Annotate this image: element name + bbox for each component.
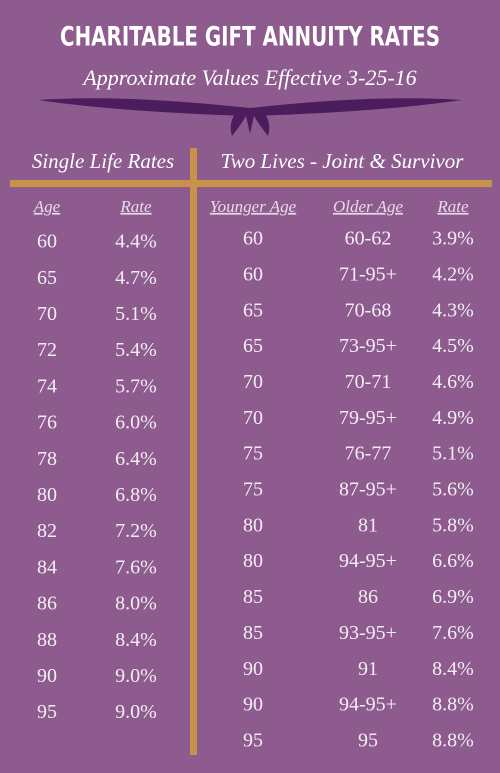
table-cell: 8.4% — [115, 629, 157, 651]
table-cell: 4.3% — [432, 299, 474, 321]
table-cell: 8.0% — [115, 593, 157, 615]
table-cell: 72 — [37, 339, 57, 361]
table-cell: 73-95+ — [339, 335, 397, 357]
section-title: Single Life Rates — [32, 149, 174, 173]
table-cell: 70 — [37, 303, 57, 325]
table-cell: 65 — [243, 299, 263, 321]
table-cell: 78 — [37, 448, 57, 470]
table-cell: 85 — [243, 586, 263, 608]
table-cell: 4.5% — [432, 335, 474, 357]
table-cell: 60 — [243, 263, 263, 285]
table-cell: 9.0% — [115, 701, 157, 723]
column-header: Older Age — [333, 197, 403, 216]
table-cell: 70 — [243, 371, 263, 393]
table-cell: 80 — [37, 484, 57, 506]
table-cell: 8.8% — [432, 729, 474, 751]
table-cell: 5.4% — [115, 339, 157, 361]
table-cell: 6.6% — [432, 550, 474, 572]
table-cell: 86 — [358, 586, 378, 608]
table-cell: 74 — [37, 375, 57, 397]
column-header: Younger Age — [210, 197, 297, 216]
table-cell: 84 — [37, 556, 57, 578]
column-header: Age — [33, 197, 61, 216]
table-cell: 60 — [37, 231, 57, 253]
table-cell: 90 — [37, 665, 57, 687]
table-cell: 70-71 — [345, 371, 392, 393]
table-cell: 95 — [37, 701, 57, 723]
table-cell: 7.6% — [432, 622, 474, 644]
table-cell: 81 — [358, 514, 378, 536]
table-cell: 60 — [243, 228, 263, 250]
table-cell: 75 — [243, 443, 263, 465]
table-cell: 87-95+ — [339, 479, 397, 501]
divider — [10, 180, 492, 187]
table-cell: 6.0% — [115, 412, 157, 434]
table-cell: 79-95+ — [339, 407, 397, 429]
table-cell: 71-95+ — [339, 263, 397, 285]
title: CHARITABLE GIFT ANNUITY RATES — [60, 22, 440, 53]
table-cell: 8.4% — [432, 658, 474, 680]
table-cell: 5.7% — [115, 375, 157, 397]
table-cell: 75 — [243, 479, 263, 501]
table-cell: 4.4% — [115, 231, 157, 253]
table-cell: 3.9% — [432, 228, 474, 250]
table-cell: 4.9% — [432, 407, 474, 429]
section-title: Two Lives - Joint & Survivor — [221, 149, 465, 173]
table-cell: 90 — [243, 658, 263, 680]
table-cell: 6.4% — [115, 448, 157, 470]
table-cell: 88 — [37, 629, 57, 651]
table-cell: 5.1% — [115, 303, 157, 325]
table-cell: 91 — [358, 658, 378, 680]
table-cell: 85 — [243, 622, 263, 644]
table-cell: 80 — [243, 550, 263, 572]
table-cell: 90 — [243, 694, 263, 716]
table-cell: 94-95+ — [339, 550, 397, 572]
column-header: Rate — [119, 197, 152, 216]
table-cell: 7.2% — [115, 520, 157, 542]
table-cell: 7.6% — [115, 556, 157, 578]
table-cell: 9.0% — [115, 665, 157, 687]
subtitle: Approximate Values Effective 3-25-16 — [81, 65, 416, 90]
table-cell: 8.8% — [432, 694, 474, 716]
table-cell: 5.8% — [432, 514, 474, 536]
table-cell: 65 — [243, 335, 263, 357]
table-cell: 95 — [243, 729, 263, 751]
table-cell: 86 — [37, 593, 57, 615]
table-cell: 6.9% — [432, 586, 474, 608]
table-cell: 60-62 — [345, 228, 392, 250]
table-cell: 5.1% — [432, 443, 474, 465]
table: Age Rate 60 4.4% 65 4.7% 70 5.1% 72 5.4% 74 5.7% 76 6… — [33, 197, 474, 752]
table-cell: 70 — [243, 407, 263, 429]
table-cell: 4.2% — [432, 263, 474, 285]
table-cell: 82 — [37, 520, 57, 542]
table-cell: 95 — [358, 729, 378, 751]
table-cell: 93-95+ — [339, 622, 397, 644]
table-cell: 6.8% — [115, 484, 157, 506]
table-cell: 4.6% — [432, 371, 474, 393]
table-cell: 4.7% — [115, 267, 157, 289]
table-cell: 5.6% — [432, 479, 474, 501]
table-cell: 94-95+ — [339, 694, 397, 716]
table-cell: 65 — [37, 267, 57, 289]
column-header: Rate — [436, 197, 469, 216]
table-cell: 76 — [37, 412, 57, 434]
table-cell: 70-68 — [345, 299, 392, 321]
table-cell: 76-77 — [345, 443, 392, 465]
divider — [190, 148, 197, 755]
table-cell: 80 — [243, 514, 263, 536]
flourish — [38, 98, 462, 136]
